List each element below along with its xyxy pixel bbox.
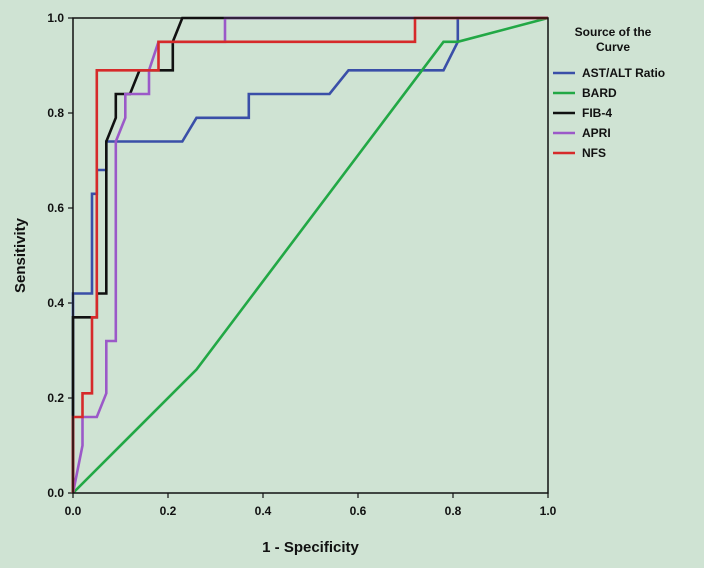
series-line-nfs: [71, 16, 548, 493]
legend-entry: AST/ALT Ratio: [582, 66, 665, 80]
x-tick-label: 0.8: [445, 504, 462, 518]
axis-ticks: 0.0 0.2 0.4 0.6 0.8 1.0 0.0 0.2 0.4 0.6 0.8 1.0: [47, 11, 556, 518]
series-line-ast-alt-ratio: [71, 16, 548, 493]
plot-frame: [72, 17, 549, 494]
x-axis-title: 1 - Specificity: [262, 539, 359, 556]
x-tick-label: 0.6: [350, 504, 367, 518]
legend-entry: BARD: [582, 86, 617, 100]
y-tick-label: 0.8: [47, 106, 64, 120]
y-tick-label: 0.0: [47, 486, 64, 500]
y-tick-label: 0.2: [47, 391, 64, 405]
legend-entry: FIB-4: [582, 106, 612, 120]
x-tick-label: 0.0: [65, 504, 82, 518]
x-tick-label: 0.2: [160, 504, 177, 518]
x-tick-label: 0.4: [255, 504, 272, 518]
legend-entry: NFS: [582, 146, 606, 160]
y-tick-label: 0.4: [47, 296, 64, 310]
legend-entry: APRI: [582, 126, 611, 140]
series-lines: [71, 16, 549, 494]
series-line-bard: [72, 16, 549, 494]
legend-title: Curve: [596, 40, 630, 54]
y-axis-title: Sensitivity: [12, 217, 29, 293]
y-tick-label: 0.6: [47, 201, 64, 215]
y-tick-label: 1.0: [47, 11, 64, 25]
x-tick-label: 1.0: [540, 504, 557, 518]
legend-title: Source of the: [575, 25, 652, 39]
